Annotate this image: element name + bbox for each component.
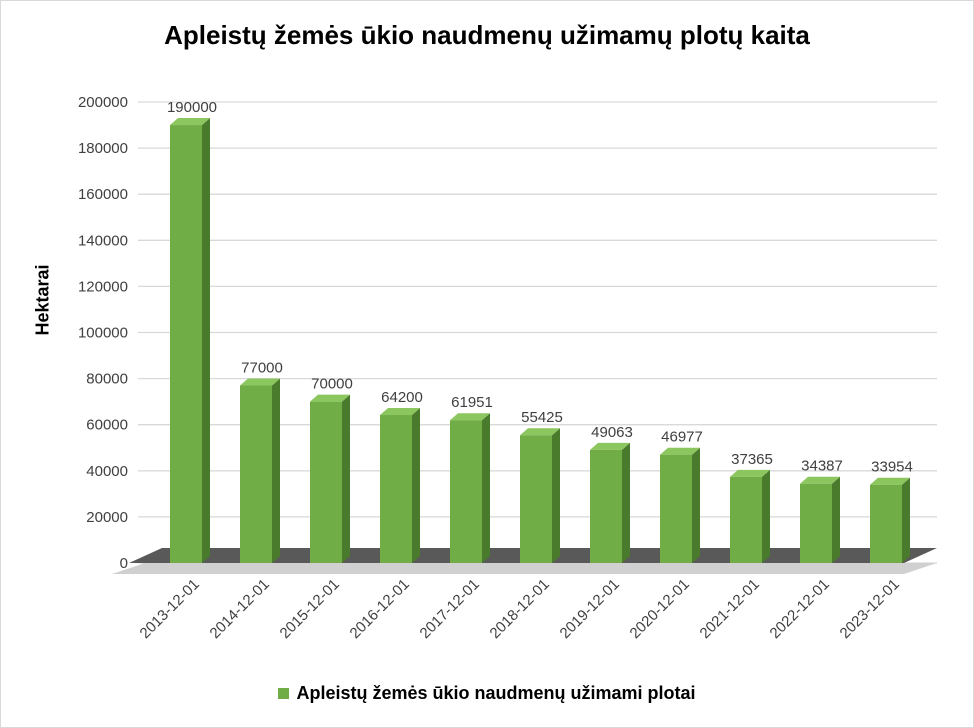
bar [590, 442, 630, 563]
bar-front [310, 401, 342, 563]
y-tick-label: 160000 [78, 186, 128, 203]
x-tick-label: 2023-12-01 [837, 576, 903, 642]
bar [870, 477, 910, 563]
data-label: 49063 [591, 424, 633, 441]
bars [170, 118, 910, 564]
bar-side [692, 447, 700, 563]
x-tick-label: 2013-12-01 [137, 576, 203, 642]
y-tick-label: 200000 [78, 94, 128, 111]
bar-front [450, 420, 482, 563]
y-tick-label: 180000 [78, 140, 128, 157]
y-tick-label: 120000 [78, 278, 128, 295]
data-label: 77000 [241, 360, 283, 377]
data-label: 190000 [167, 99, 217, 116]
data-labels: 190000 77000 70000 64200 61951 55425 49063 4697… [167, 99, 913, 476]
bar [170, 118, 210, 564]
bar-side [552, 428, 560, 563]
bar-front [380, 415, 412, 563]
bar-side [902, 477, 910, 563]
bar [450, 413, 490, 563]
bar-top [730, 469, 770, 477]
gridlines [138, 101, 937, 564]
chart-title: Apleistų žemės ūkio naudmenų užimamų plo… [164, 20, 810, 50]
bar-side [482, 413, 490, 563]
bar-front [590, 449, 622, 563]
bar-front [660, 454, 692, 563]
bar [310, 394, 350, 563]
bar-top [660, 447, 700, 455]
legend: Apleistų žemės ūkio naudmenų užimami plo… [0, 683, 974, 704]
bar [730, 469, 770, 563]
data-label: 37365 [731, 451, 773, 468]
y-tick-label: 80000 [86, 371, 128, 388]
bar [240, 378, 280, 563]
x-tick-label: 2019-12-01 [557, 576, 623, 642]
y-tick-label: 60000 [86, 417, 128, 434]
bar-top [590, 442, 630, 450]
bar-side [342, 394, 350, 563]
data-label: 70000 [311, 376, 353, 393]
data-label: 61951 [451, 394, 493, 411]
data-label: 55425 [521, 409, 563, 426]
x-tick-label: 2017-12-01 [417, 576, 483, 642]
bar-top [450, 413, 490, 421]
data-label: 33954 [871, 459, 913, 476]
x-tick-label: 2015-12-01 [277, 576, 343, 642]
x-tick-label: 2020-12-01 [627, 576, 693, 642]
y-tick-label: 140000 [78, 232, 128, 249]
bar-side [762, 469, 770, 563]
bar [380, 408, 420, 563]
bar-side [832, 476, 840, 563]
x-tick-label: 2022-12-01 [767, 576, 833, 642]
bar-top [380, 408, 420, 416]
y-tick-labels: 0 20000 40000 60000 80000 100000 120000 140000 1… [78, 94, 128, 572]
bar-top [310, 394, 350, 402]
legend-swatch [278, 688, 290, 699]
bar-top [170, 118, 210, 126]
bar-top [520, 428, 560, 436]
bar-top [870, 477, 910, 485]
x-tick-label: 2021-12-01 [697, 576, 763, 642]
bar [660, 447, 700, 563]
bar-front [870, 484, 902, 563]
x-tick-label: 2018-12-01 [487, 576, 553, 642]
y-tick-label: 20000 [86, 509, 128, 526]
x-tick-label: 2016-12-01 [347, 576, 413, 642]
y-tick-label: 0 [120, 555, 128, 572]
bar-front [170, 125, 202, 564]
floor-edge [112, 563, 937, 574]
bar-top [240, 378, 280, 386]
bar [520, 428, 560, 563]
data-label: 46977 [661, 429, 703, 446]
bar-front [520, 435, 552, 563]
x-tick-label: 2014-12-01 [207, 576, 273, 642]
data-label: 34387 [801, 458, 843, 475]
bar-top [800, 476, 840, 484]
bar-side [412, 408, 420, 563]
bar-side [622, 442, 630, 563]
bar [800, 476, 840, 563]
y-tick-label: 100000 [78, 325, 128, 342]
bar-front [800, 483, 832, 563]
x-tick-labels: 2013-12-01 2014-12-01 2015-12-01 2016-12-01… [137, 576, 903, 642]
bar-side [202, 118, 210, 564]
data-label: 64200 [381, 389, 423, 406]
legend-label: Apleistų žemės ūkio naudmenų užimami plo… [296, 683, 696, 703]
y-tick-label: 40000 [86, 463, 128, 480]
bar-front [730, 476, 762, 563]
bar-front [240, 385, 272, 563]
bar-side [272, 378, 280, 563]
